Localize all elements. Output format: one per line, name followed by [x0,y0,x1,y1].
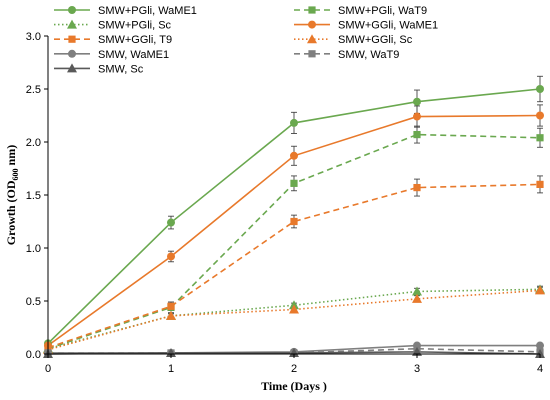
legend-label: SMW+PGli, Sc [98,20,172,32]
data-point [289,304,299,314]
y-tick-label: 1.5 [26,190,41,202]
y-tick-label: 0.5 [26,296,41,308]
legend-label: SMW+GGli, WaME1 [338,20,438,32]
y-tick-label: 3.0 [26,31,41,43]
x-tick-label: 2 [291,363,297,375]
x-tick-label: 0 [45,363,51,375]
y-ticks: 0.0 0.5 1.0 1.5 2.0 2.5 3.0 [26,31,48,361]
y-axis-title-main: Growth (OD [4,180,18,245]
legend-marker [68,35,76,43]
series-line-5 [47,289,541,351]
series-line-2 [47,288,541,350]
x-tick-label: 3 [414,363,420,375]
y-tick-label: 0.0 [26,349,41,361]
legend-label: SMW, Sc [98,63,144,75]
legend-marker [308,20,316,29]
legend-marker [67,63,77,73]
data-point [536,85,544,93]
x-tick-label: 1 [168,363,174,375]
data-point [167,218,175,227]
legend-marker [68,6,76,14]
data-point [290,217,298,226]
data-point [166,310,176,320]
data-point [413,183,421,192]
markers [43,85,545,358]
data-point [413,112,421,121]
y-axis-title: Growth (OD600 nm) [4,145,20,245]
legend-label: SMW+GGli, T9 [98,34,172,46]
data-point [413,130,421,139]
data-point [413,97,421,106]
x-axis-title: Time (Days ) [261,379,327,393]
legend-marker [308,50,316,58]
legend-label: SMW+GGli, Sc [338,34,413,46]
series-line-4 [47,183,541,349]
data-point [290,151,298,160]
legend-label: SMW, WaME1 [98,49,169,61]
data-point [290,118,298,127]
y-tick-label: 2.5 [26,84,41,96]
data-point [167,252,175,261]
data-point [290,179,298,187]
data-point [412,286,422,296]
data-point [412,293,422,303]
data-point [536,134,544,142]
x-tick-label: 4 [537,363,543,375]
legend-label: SMW+PGli, WaT9 [338,5,427,17]
data-point [289,347,299,357]
data-point [167,302,175,310]
data-point [536,111,544,120]
data-point [535,285,545,295]
data-point [536,180,544,188]
y-tick-label: 1.0 [26,243,41,255]
legend-marker [308,6,316,14]
data-point [166,347,176,357]
y-axis-title-subscript: 600 [11,168,20,180]
legend-marker [67,19,77,29]
legend-label: SMW, WaT9 [338,49,399,61]
legend-marker [307,34,317,44]
legend-marker [68,49,76,58]
legend: SMW+PGli, WaME1 SMW+PGli, Sc SMW+GGli, T9 S… [54,5,438,75]
y-tick-label: 2.0 [26,137,41,149]
data-point [536,341,544,350]
legend-label: SMW+PGli, WaME1 [98,5,197,17]
series-line-1 [47,133,541,350]
x-ticks: 0 1 2 3 4 [45,354,543,375]
y-axis-title-end: nm) [4,145,18,169]
